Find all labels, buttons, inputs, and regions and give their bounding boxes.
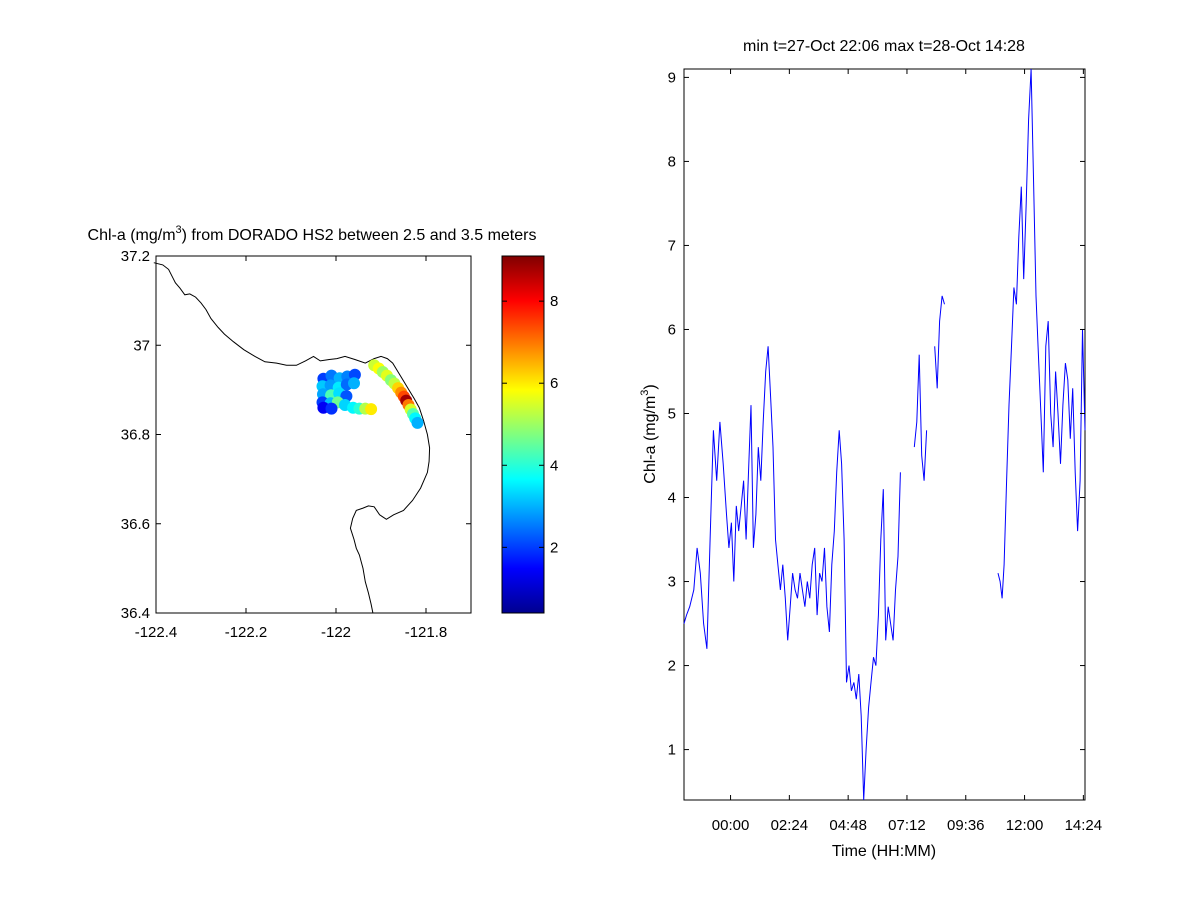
map-panel: Chl-a (mg/m3) from DORADO HS2 between 2.… [88,224,537,641]
ts-ytick-label: 4 [668,490,676,507]
timeseries-xlabel: Time (HH:MM) [832,843,936,860]
ts-xtick-label: 07:12 [888,817,926,834]
map-ytick-label: 36.6 [121,516,150,533]
colorbar-ticks: 2 4 6 8 [502,293,558,556]
map-xtick-label: -122.2 [225,624,268,641]
sample-point [348,377,360,390]
timeseries-plot-area [683,68,1086,801]
ts-xtick-label: 14:24 [1065,817,1103,834]
map-ytick-label: 37.2 [121,248,150,265]
ts-ytick-label: 6 [668,321,676,338]
map-xtick-label: -121.8 [405,624,448,641]
chl-series-line [934,295,945,389]
map-xtick-label: -122 [321,624,351,641]
ts-xtick-label: 02:24 [771,817,809,834]
chl-series-line [683,346,901,801]
ts-ytick-label: 3 [668,574,676,591]
timeseries-panel: min t=27-Oct 22:06 max t=28-Oct 14:28 00… [639,38,1102,860]
ts-ytick-label: 8 [668,153,676,170]
colorbar: 2 4 6 8 [501,255,558,614]
map-plot-area [153,262,431,614]
sample-point [411,416,424,429]
sample-point [340,390,353,403]
coastline [153,262,431,614]
map-title: Chl-a (mg/m3) from DORADO HS2 between 2.… [88,224,537,244]
timeseries-title: min t=27-Oct 22:06 max t=28-Oct 14:28 [743,38,1025,55]
map-ytick-label: 36.8 [121,427,150,444]
ts-ytick-label: 1 [668,742,676,759]
map-ytick-label: 36.4 [121,605,150,622]
chl-series-line [913,354,928,481]
colorbar-scale [501,255,545,614]
timeseries-ylabel: Chl-a (mg/m3) [639,384,659,483]
ts-xtick-label: 09:36 [947,817,985,834]
ts-ytick-label: 2 [668,658,676,675]
timeseries-axes-frame [683,68,1086,801]
map-ytick-label: 37 [133,337,150,354]
colorbar-tick-label: 4 [550,457,558,474]
ts-xtick-label: 12:00 [1006,817,1044,834]
map-axes-frame [155,255,472,614]
ts-ytick-label: 9 [668,69,676,86]
timeseries-axes: 00:00 02:24 04:48 07:12 09:36 12:00 14:24 1 2 3 4 5… [668,69,1102,834]
sample-point [365,403,378,416]
colorbar-tick-label: 6 [550,375,558,392]
ts-xtick-label: 04:48 [829,817,867,834]
colorbar-tick-label: 2 [550,539,558,556]
ts-ytick-label: 7 [668,237,676,254]
ts-ytick-label: 5 [668,405,676,422]
chl-series-line [997,68,1086,599]
ts-xtick-label: 00:00 [712,817,750,834]
colorbar-tick-label: 8 [550,293,558,310]
sample-point [325,402,338,415]
map-xtick-label: -122.4 [135,624,178,641]
map-axes: -122.4 -122.2 -122 -121.8 36.4 36.6 36.8 37 37.2 [121,248,471,641]
